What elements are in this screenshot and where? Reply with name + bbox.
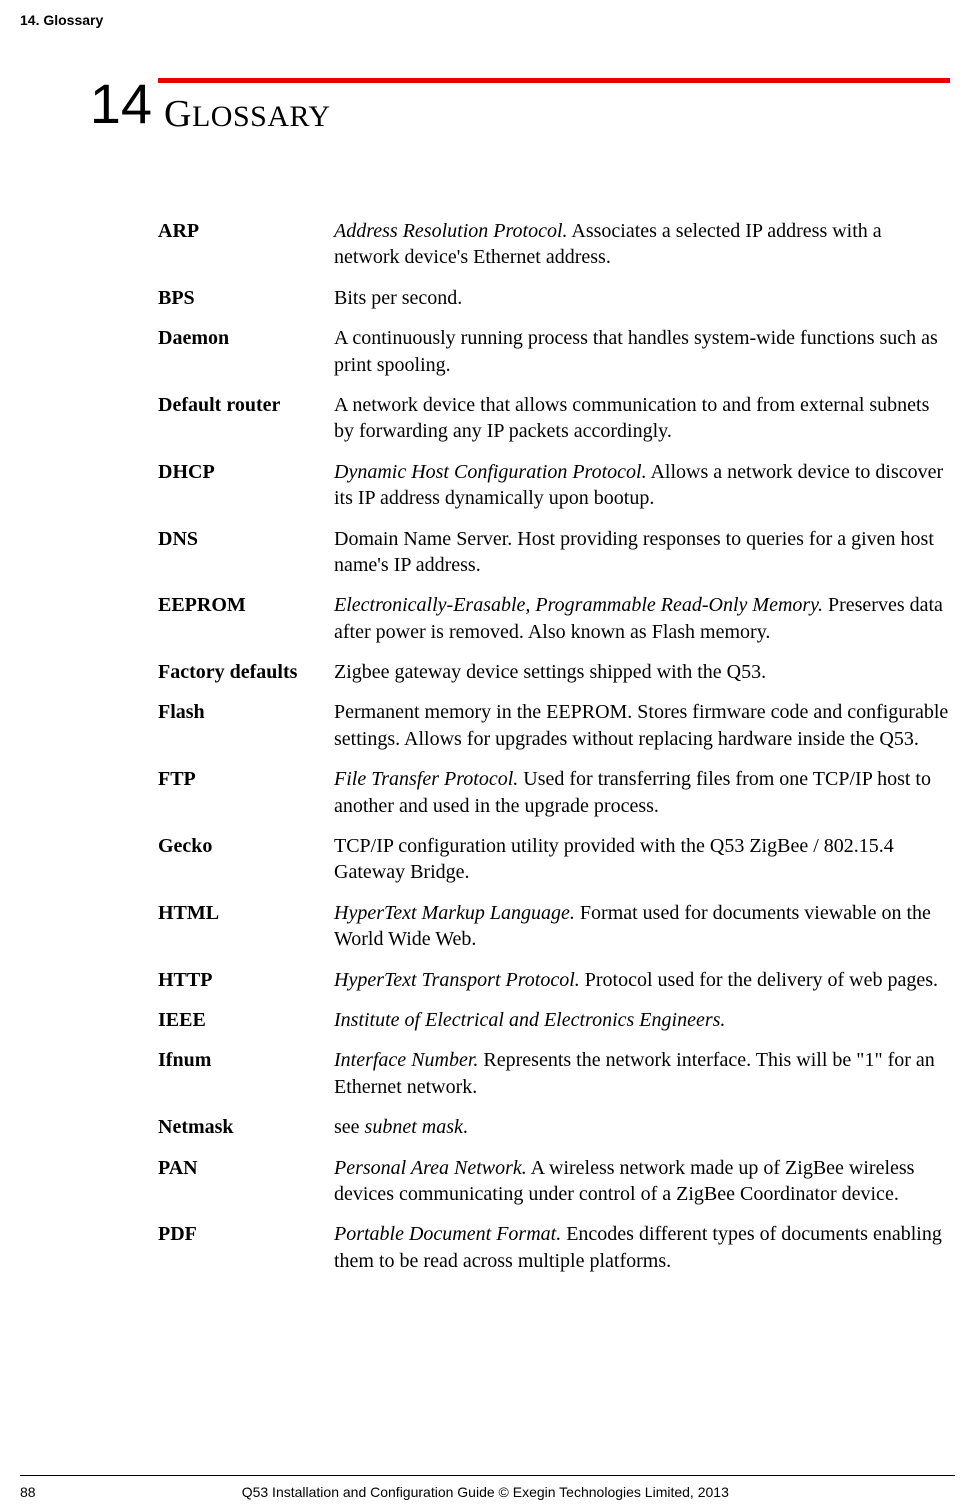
chapter-rule xyxy=(158,78,950,83)
glossary-def-rest: A network device that allows communicati… xyxy=(334,394,929,442)
glossary-def-italic: Electronically-Erasable, Programmable Re… xyxy=(334,594,823,616)
glossary-entry: DNSDomain Name Server. Host providing re… xyxy=(158,526,950,579)
glossary-definition: HyperText Transport Protocol. Protocol u… xyxy=(334,967,950,993)
page: 14. Glossary 14 GLOSSARY ARPAddress Reso… xyxy=(0,0,975,1512)
glossary-definition: see subnet mask. xyxy=(334,1114,950,1140)
glossary-def-rest: Permanent memory in the EEPROM. Stores f… xyxy=(334,701,948,749)
footer-spacer xyxy=(935,1484,955,1500)
glossary-entry: EEPROMElectronically-Erasable, Programma… xyxy=(158,592,950,645)
glossary-term: Default router xyxy=(158,392,334,445)
glossary-definition: Permanent memory in the EEPROM. Stores f… xyxy=(334,699,950,752)
glossary-def-rest: A continuously running process that hand… xyxy=(334,327,938,375)
glossary-def-rest: Zigbee gateway device settings shipped w… xyxy=(334,661,766,683)
glossary-entry: Default routerA network device that allo… xyxy=(158,392,950,445)
glossary-definition: Domain Name Server. Host providing respo… xyxy=(334,526,950,579)
glossary-term: PDF xyxy=(158,1221,334,1274)
glossary-term: DHCP xyxy=(158,459,334,512)
glossary-definition: Bits per second. xyxy=(334,285,950,311)
glossary-definition: A continuously running process that hand… xyxy=(334,325,950,378)
glossary-def-italic: Personal Area Network. xyxy=(334,1157,527,1179)
glossary-def-rest: . xyxy=(463,1116,468,1138)
glossary-entry: GeckoTCP/IP configuration utility provid… xyxy=(158,833,950,886)
glossary-def-rest: TCP/IP configuration utility provided wi… xyxy=(334,835,894,883)
glossary-def-italic: File Transfer Protocol. xyxy=(334,768,518,790)
glossary-def-rest: Domain Name Server. Host providing respo… xyxy=(334,528,934,576)
glossary-def-italic: subnet mask xyxy=(365,1116,463,1138)
glossary-definition: Zigbee gateway device settings shipped w… xyxy=(334,659,950,685)
footer-text: Q53 Installation and Configuration Guide… xyxy=(36,1484,935,1500)
glossary-definition: HyperText Markup Language. Format used f… xyxy=(334,900,950,953)
glossary-def-rest: Protocol used for the delivery of web pa… xyxy=(580,969,938,991)
glossary-entry: HTTPHyperText Transport Protocol. Protoc… xyxy=(158,967,950,993)
glossary-term: Gecko xyxy=(158,833,334,886)
chapter-title-rest: LOSSARY xyxy=(192,100,331,133)
glossary-entry: HTMLHyperText Markup Language. Format us… xyxy=(158,900,950,953)
glossary-entry: ARPAddress Resolution Protocol. Associat… xyxy=(158,218,950,271)
glossary-definition: Dynamic Host Configuration Protocol. All… xyxy=(334,459,950,512)
glossary-definition: Institute of Electrical and Electronics … xyxy=(334,1007,950,1033)
glossary-entry: IfnumInterface Number. Represents the ne… xyxy=(158,1047,950,1100)
glossary-entry: IEEEInstitute of Electrical and Electron… xyxy=(158,1007,950,1033)
glossary-entry: FTPFile Transfer Protocol. Used for tran… xyxy=(158,766,950,819)
glossary-term: EEPROM xyxy=(158,592,334,645)
glossary-def-italic: HyperText Transport Protocol. xyxy=(334,969,580,991)
glossary-term: Ifnum xyxy=(158,1047,334,1100)
glossary-def-italic: Dynamic Host Configuration Protocol. xyxy=(334,461,647,483)
glossary-def-italic: Address Resolution Protocol. xyxy=(334,220,568,242)
chapter-title: GLOSSARY xyxy=(164,92,331,136)
glossary-definition: TCP/IP configuration utility provided wi… xyxy=(334,833,950,886)
glossary-entry: DaemonA continuously running process tha… xyxy=(158,325,950,378)
glossary-term: Factory defaults xyxy=(158,659,334,685)
glossary-definition: Portable Document Format. Encodes differ… xyxy=(334,1221,950,1274)
glossary-term: HTTP xyxy=(158,967,334,993)
chapter-title-first-letter: G xyxy=(164,93,192,135)
glossary-def-italic: HyperText Markup Language. xyxy=(334,902,575,924)
glossary-term: HTML xyxy=(158,900,334,953)
glossary-term: Netmask xyxy=(158,1114,334,1140)
footer: 88 Q53 Installation and Configuration Gu… xyxy=(20,1484,955,1500)
glossary-def-italic: Institute of Electrical and Electronics … xyxy=(334,1009,725,1031)
glossary-entry: BPSBits per second. xyxy=(158,285,950,311)
running-header: 14. Glossary xyxy=(20,12,103,28)
glossary-entry: FlashPermanent memory in the EEPROM. Sto… xyxy=(158,699,950,752)
glossary-entry: Netmasksee subnet mask. xyxy=(158,1114,950,1140)
glossary-term: DNS xyxy=(158,526,334,579)
glossary-entry: PANPersonal Area Network. A wireless net… xyxy=(158,1155,950,1208)
glossary-definition: Personal Area Network. A wireless networ… xyxy=(334,1155,950,1208)
chapter-number: 14 xyxy=(88,76,152,132)
glossary-definition: Interface Number. Represents the network… xyxy=(334,1047,950,1100)
footer-rule xyxy=(20,1475,955,1476)
glossary-definition: Electronically-Erasable, Programmable Re… xyxy=(334,592,950,645)
glossary-definition: Address Resolution Protocol. Associates … xyxy=(334,218,950,271)
glossary-def-italic: Interface Number. xyxy=(334,1049,478,1071)
glossary-entry: PDFPortable Document Format. Encodes dif… xyxy=(158,1221,950,1274)
footer-page-number: 88 xyxy=(20,1484,36,1500)
glossary-def-italic: Portable Document Format. xyxy=(334,1223,561,1245)
glossary-definition: A network device that allows communicati… xyxy=(334,392,950,445)
glossary-term: Flash xyxy=(158,699,334,752)
glossary-list: ARPAddress Resolution Protocol. Associat… xyxy=(158,218,950,1288)
glossary-term: PAN xyxy=(158,1155,334,1208)
glossary-term: ARP xyxy=(158,218,334,271)
glossary-entry: Factory defaultsZigbee gateway device se… xyxy=(158,659,950,685)
glossary-entry: DHCPDynamic Host Configuration Protocol.… xyxy=(158,459,950,512)
glossary-term: Daemon xyxy=(158,325,334,378)
glossary-term: BPS xyxy=(158,285,334,311)
glossary-def-rest: Bits per second. xyxy=(334,287,462,309)
glossary-term: FTP xyxy=(158,766,334,819)
glossary-term: IEEE xyxy=(158,1007,334,1033)
glossary-def-prefix: see xyxy=(334,1116,365,1138)
glossary-definition: File Transfer Protocol. Used for transfe… xyxy=(334,766,950,819)
